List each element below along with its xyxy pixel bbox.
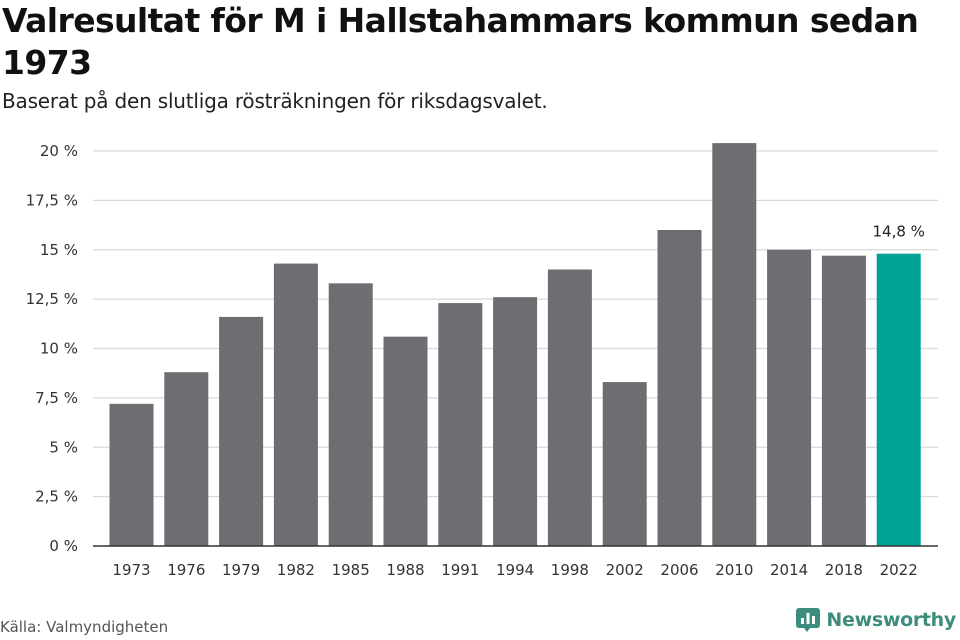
bar-1994 (493, 297, 538, 546)
bar-2006 (657, 230, 702, 546)
bar-2022 (876, 253, 921, 546)
y-tick-label: 10 % (40, 340, 78, 358)
bar-1988 (383, 336, 428, 546)
x-tick-label: 2002 (606, 561, 644, 579)
x-tick-label: 1988 (386, 561, 424, 579)
brand-name: Newsworthy (826, 609, 956, 631)
x-tick-label: 1994 (496, 561, 534, 579)
x-tick-label: 1973 (112, 561, 150, 579)
y-tick-label: 20 % (40, 142, 78, 160)
y-axis-ticks: 0 % 2,5 % 5 % 7,5 % 10 % 12,5 % 15 % 17,5 % 20 % (26, 142, 78, 555)
x-tick-label: 1998 (551, 561, 589, 579)
y-tick-label: 15 % (40, 241, 78, 259)
bar-1982 (273, 263, 318, 546)
data-labels: 14,8 % (872, 223, 924, 241)
x-tick-label: 2018 (825, 561, 863, 579)
bar-1991 (438, 303, 483, 546)
bar-1976 (164, 372, 209, 546)
y-tick-label: 7,5 % (35, 389, 78, 407)
x-tick-label: 2022 (880, 561, 918, 579)
x-axis-ticks: 1973 1976 1979 1982 1985 1988 1991 1994 1998 2002… (112, 561, 917, 579)
newsworthy-logo-icon (796, 608, 821, 632)
source-note: Källa: Valmyndigheten (0, 618, 169, 636)
x-tick-label: 1991 (441, 561, 479, 579)
bar-2010 (712, 143, 757, 546)
chart-subtitle: Baserat på den slutliga rösträkningen fö… (2, 89, 548, 113)
x-tick-label: 1979 (222, 561, 260, 579)
y-tick-label: 17,5 % (26, 191, 78, 209)
bar-1979 (219, 316, 264, 546)
x-tick-label: 1985 (332, 561, 370, 579)
chart-title: Valresultat för M i Hallstahammars kommu… (2, 1, 919, 82)
y-tick-label: 5 % (49, 438, 78, 456)
bar-1985 (328, 283, 373, 546)
x-tick-label: 2006 (660, 561, 698, 579)
x-tick-label: 1976 (167, 561, 205, 579)
bar-1998 (547, 269, 592, 546)
x-tick-label: 2010 (715, 561, 753, 579)
y-tick-label: 2,5 % (35, 488, 78, 506)
y-tick-label: 0 % (49, 537, 78, 555)
bar-2002 (602, 382, 647, 546)
bar-2014 (767, 249, 812, 546)
data-label: 14,8 % (872, 223, 924, 241)
bar-chart: 0 % 2,5 % 5 % 7,5 % 10 % 12,5 % 15 % 17,5 % 20 %… (26, 142, 938, 579)
x-tick-label: 2014 (770, 561, 808, 579)
y-tick-label: 12,5 % (26, 290, 78, 308)
bar-1973 (109, 403, 154, 546)
bars (109, 143, 921, 547)
brand-logo[interactable]: Newsworthy (796, 608, 956, 632)
x-tick-label: 1982 (277, 561, 315, 579)
bar-2018 (821, 255, 866, 547)
